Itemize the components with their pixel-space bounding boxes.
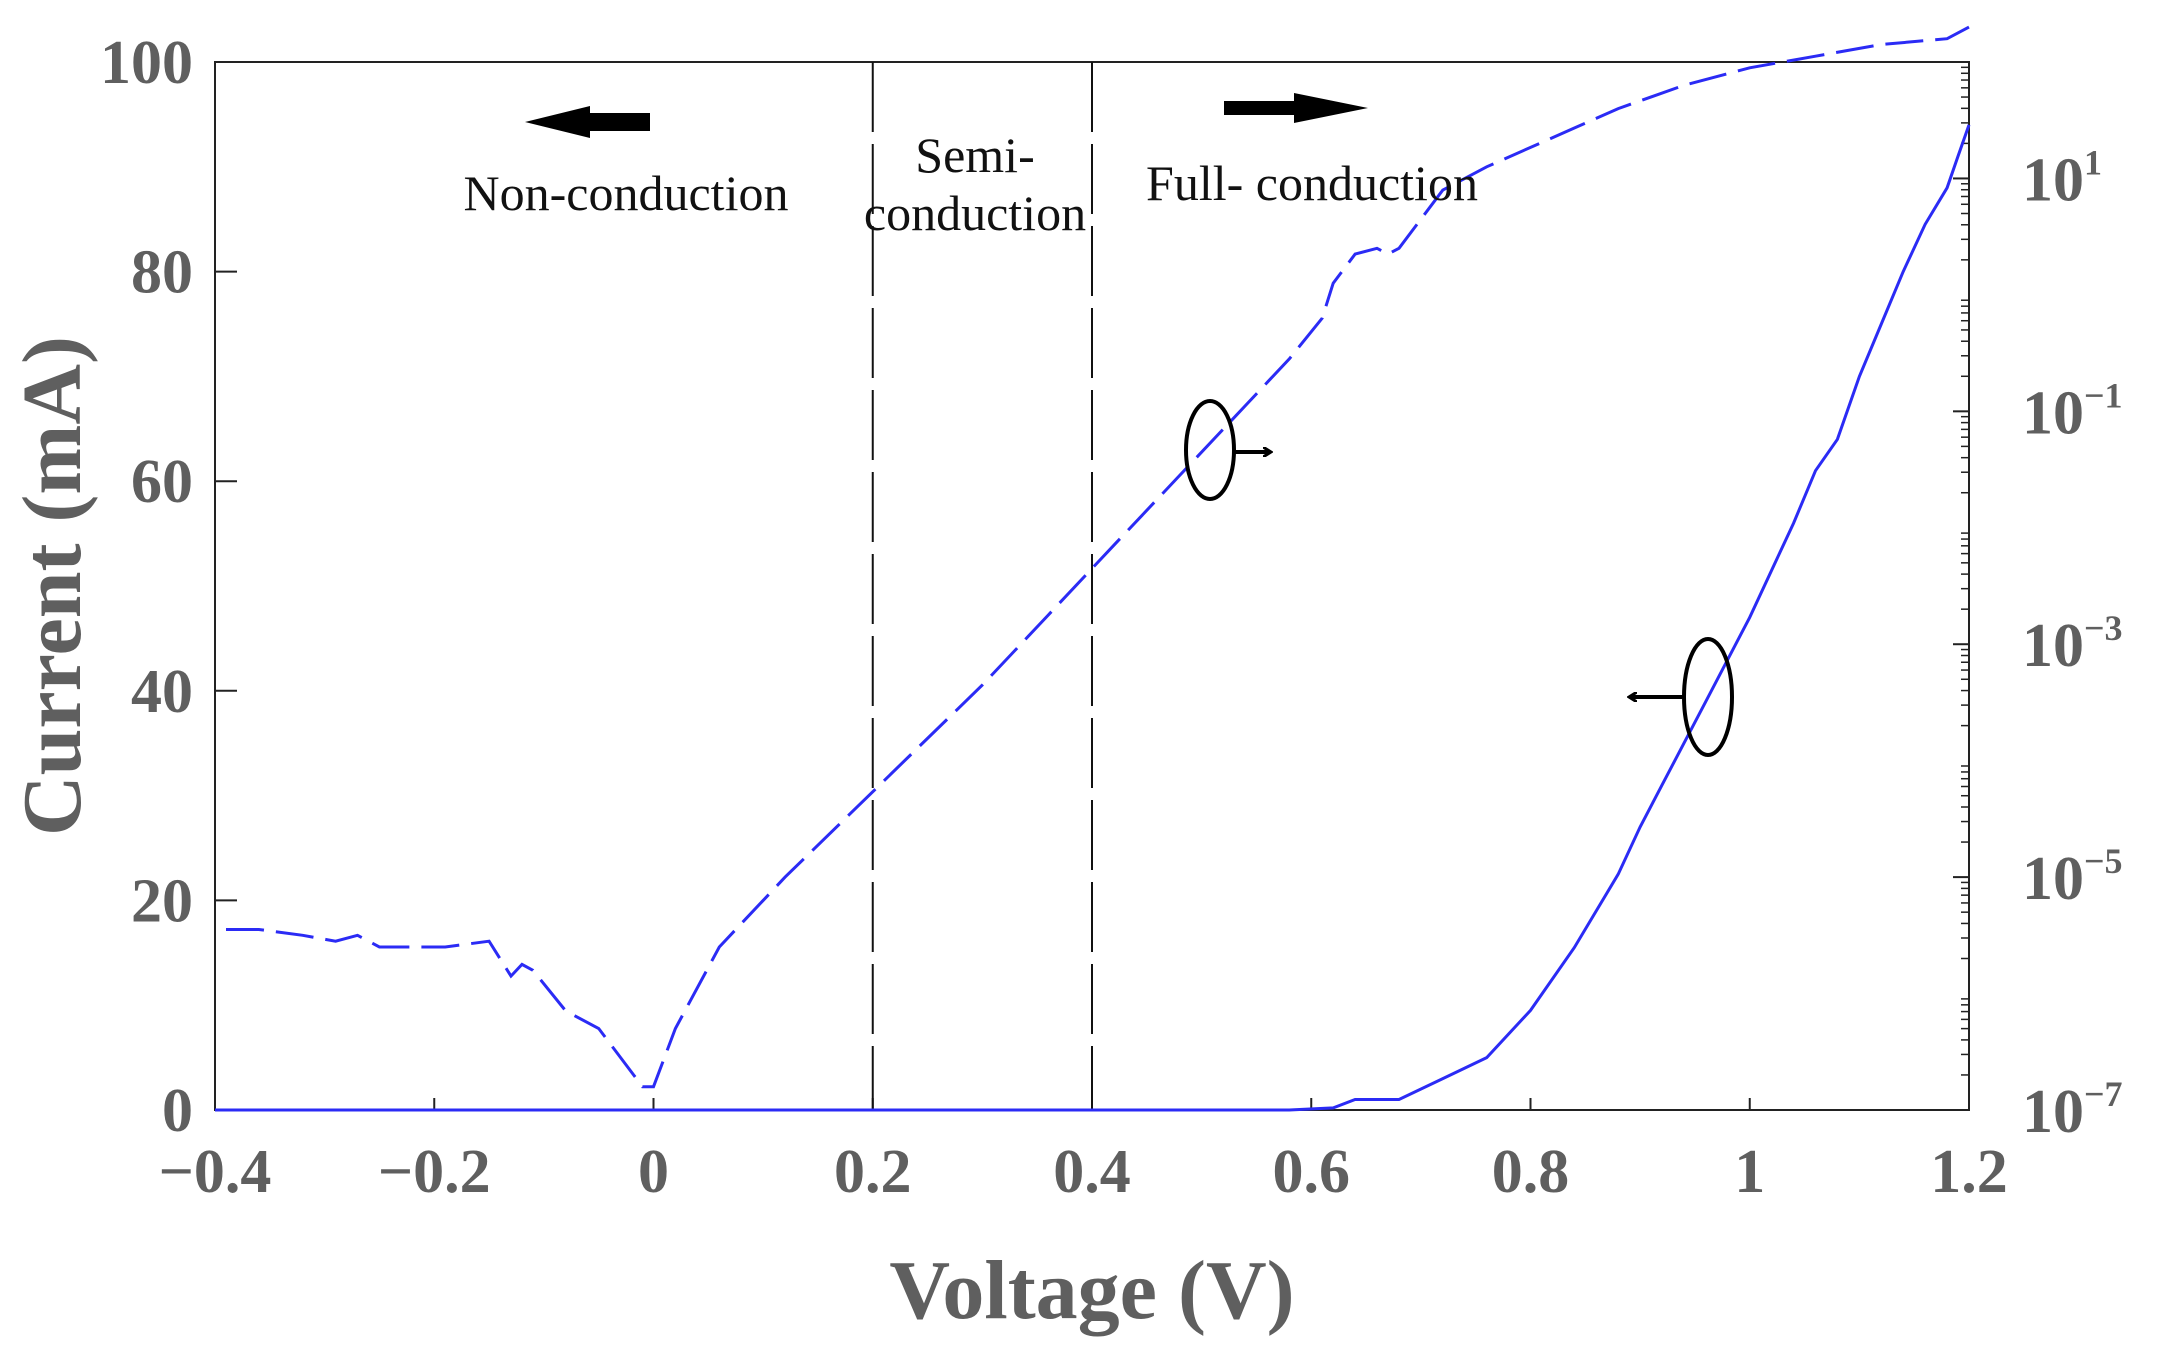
y2-tick-label: 10−7 bbox=[2022, 1074, 2123, 1146]
region-label-semi: Semi- bbox=[915, 127, 1034, 183]
y2-tick-label: 10−3 bbox=[2022, 608, 2123, 680]
arrow-left-icon bbox=[525, 106, 650, 138]
y-tick-label: 80 bbox=[131, 239, 193, 307]
y2-tick-label: 101 bbox=[2022, 142, 2102, 214]
x-tick-label: −0.2 bbox=[378, 1138, 491, 1206]
x-tick-label: −0.4 bbox=[159, 1138, 272, 1206]
x-tick-label: 0.6 bbox=[1273, 1138, 1351, 1206]
x-tick-label: 1.2 bbox=[1930, 1138, 2008, 1206]
y-axis-title: Current (mA) bbox=[6, 336, 99, 836]
region-label-full-conduction: Full- conduction bbox=[1146, 155, 1478, 211]
x-tick-label: 0 bbox=[638, 1138, 669, 1206]
y-axis-ticks: 0 20 40 60 80 100 bbox=[100, 29, 237, 1145]
y-tick-label: 60 bbox=[131, 448, 193, 516]
right-axis-indicator-icon bbox=[1184, 399, 1270, 501]
x-tick-label: 0.8 bbox=[1492, 1138, 1570, 1206]
y-tick-label: 0 bbox=[162, 1077, 193, 1145]
region-label-semi-conduction: conduction bbox=[864, 185, 1086, 241]
y-tick-label: 100 bbox=[100, 29, 193, 97]
left-axis-indicator-icon bbox=[1630, 637, 1734, 757]
series-layer bbox=[215, 25, 1971, 1112]
y-tick-label: 20 bbox=[131, 867, 193, 935]
series-linear-solid-line bbox=[215, 124, 1971, 1112]
y2-tick-label: 10−5 bbox=[2022, 841, 2123, 913]
x-axis-ticks: −0.4 −0.2 0 0.2 0.4 0.6 0.8 1 1.2 bbox=[159, 1098, 2008, 1206]
y2-axis-ticks: 10−7 10−5 10−3 10−1 101 bbox=[1953, 66, 2123, 1146]
x-tick-label: 1 bbox=[1734, 1138, 1765, 1206]
series-log-dashed-line bbox=[226, 25, 1970, 1089]
x-axis-title: Voltage (V) bbox=[889, 1244, 1294, 1337]
y2-tick-label: 10−1 bbox=[2022, 375, 2123, 447]
y-tick-label: 40 bbox=[131, 658, 193, 726]
x-tick-label: 0.2 bbox=[834, 1138, 912, 1206]
region-label-non-conduction: Non-conduction bbox=[464, 165, 789, 221]
x-tick-label: 0.4 bbox=[1053, 1138, 1131, 1206]
arrow-right-icon bbox=[1224, 93, 1368, 123]
region-dividers bbox=[871, 62, 1093, 1110]
